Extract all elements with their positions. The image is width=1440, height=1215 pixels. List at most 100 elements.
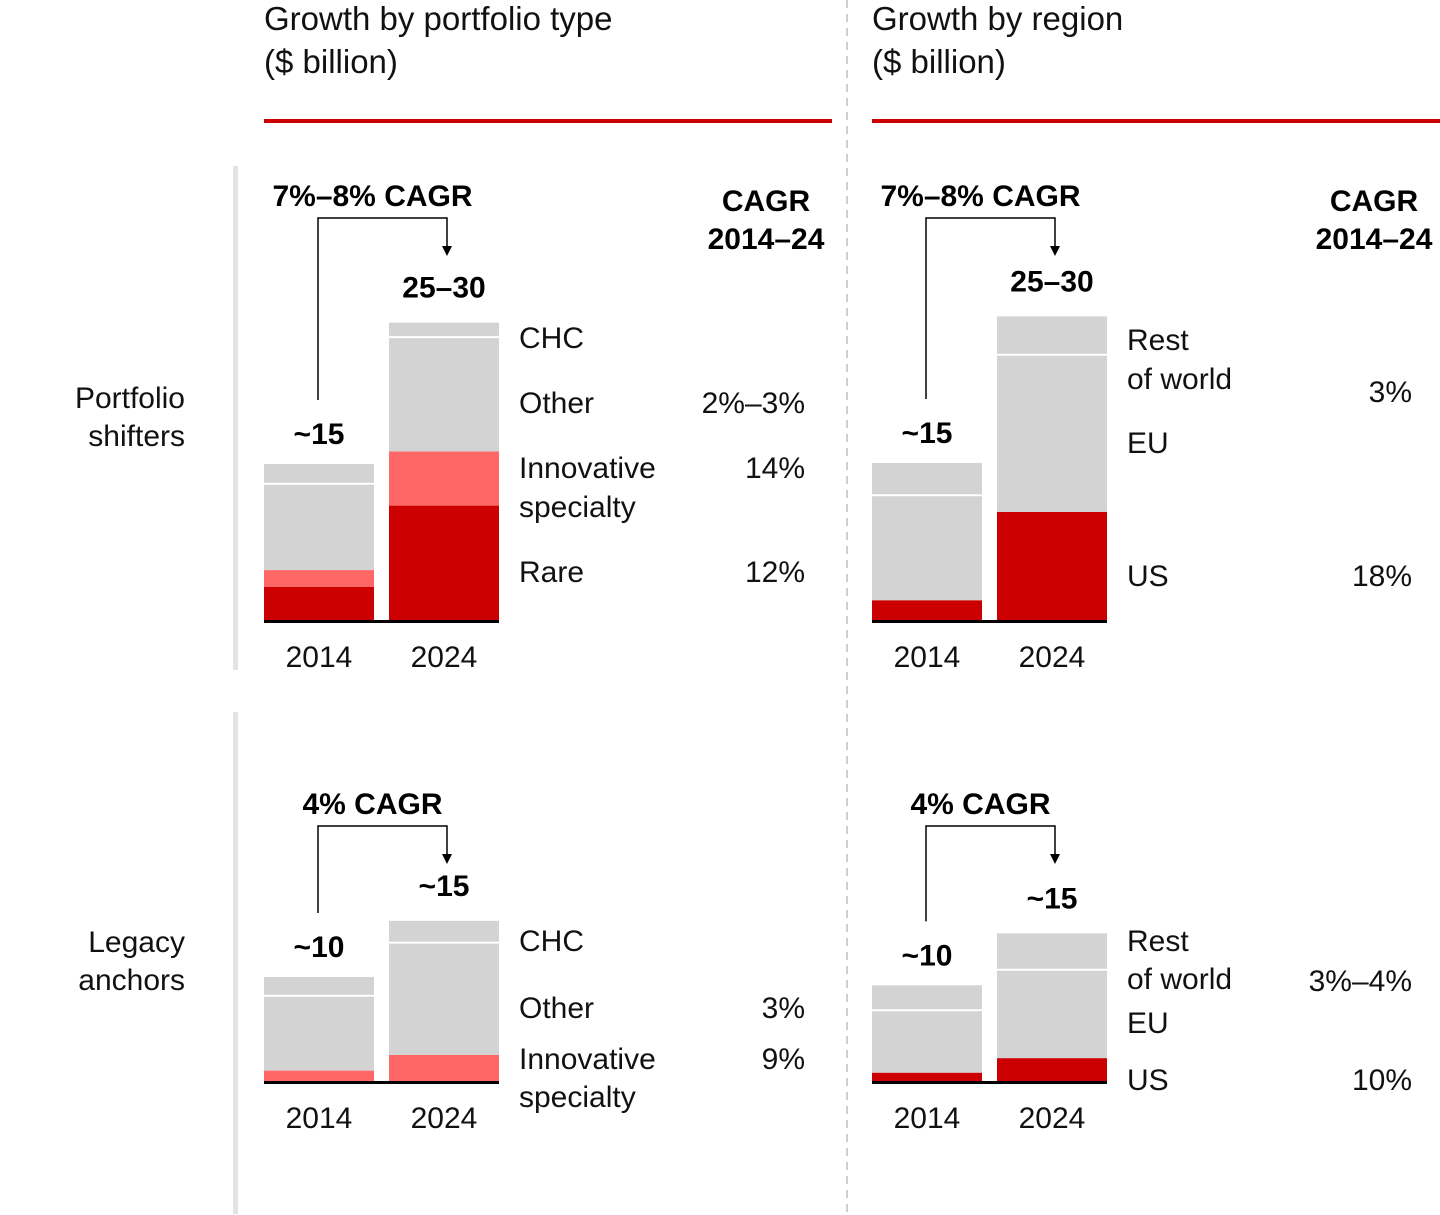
cagr-value: 10%: [1352, 1064, 1412, 1097]
total-label: ~10: [294, 931, 345, 964]
bar-segment-us: [872, 600, 982, 620]
baseline: [872, 1081, 1107, 1084]
cagr-header: 2014–24: [1316, 223, 1433, 256]
total-label: ~15: [294, 418, 345, 451]
arrow-head-icon: [442, 246, 452, 256]
total-label: 25–30: [1010, 265, 1093, 298]
baseline: [872, 620, 1107, 623]
legend-label: Innovative: [519, 1043, 656, 1076]
title-rule: [872, 119, 1440, 123]
row-bracket: [233, 712, 238, 1214]
cagr-value: 3%–4%: [1309, 965, 1412, 998]
legend-label: CHC: [519, 322, 584, 355]
cagr-value: 18%: [1352, 560, 1412, 593]
legend-label: EU: [1127, 427, 1169, 460]
row-label: shifters: [88, 420, 185, 453]
cagr-header: 2014–24: [708, 223, 825, 256]
bar-segment-innovative-specialty: [389, 451, 499, 506]
legend-label: specialty: [519, 1081, 636, 1114]
bar-segment-other: [389, 942, 499, 1055]
growth-label: 4% CAGR: [910, 788, 1050, 821]
bar-segment-rest-of-world: [872, 985, 982, 1011]
bar-segment-chc: [264, 977, 374, 996]
bar-segment-innovative-specialty: [264, 570, 374, 587]
total-label: ~15: [1027, 882, 1078, 915]
x-tick-label: 2024: [1019, 1102, 1086, 1135]
x-tick-label: 2024: [1019, 641, 1086, 674]
bar-segment-rare: [264, 586, 374, 620]
cagr-value: 12%: [745, 556, 805, 589]
arrow-head-icon: [1050, 854, 1060, 864]
growth-label: 7%–8% CAGR: [272, 180, 472, 213]
cagr-value: 3%: [1369, 376, 1412, 409]
bar-segment-chc: [264, 464, 374, 484]
bar-segment-eu: [997, 354, 1107, 512]
bar-segment-innovative-specialty: [389, 1055, 499, 1081]
bar-segment-eu: [872, 495, 982, 601]
total-label: ~10: [902, 939, 953, 972]
legend-label: Rest: [1127, 925, 1189, 958]
legend-label: Rest: [1127, 324, 1189, 357]
cagr-header: CAGR: [722, 185, 811, 218]
row-bracket: [233, 166, 238, 670]
legend-label: US: [1127, 560, 1169, 593]
bar-segment-us: [997, 511, 1107, 620]
total-label: 25–30: [402, 272, 485, 305]
bar-segment-chc: [389, 322, 499, 338]
growth-label: 4% CAGR: [302, 788, 442, 821]
legend-label: Innovative: [519, 452, 656, 485]
panel-title: Growth by portfolio type: [264, 0, 613, 37]
bar-segment-eu: [872, 1010, 982, 1073]
growth-bracket: [317, 217, 448, 400]
legend-label: Rare: [519, 556, 584, 589]
total-label: ~15: [419, 870, 470, 903]
x-tick-label: 2014: [894, 1102, 961, 1135]
baseline: [264, 1081, 499, 1084]
growth-label: 7%–8% CAGR: [880, 180, 1080, 213]
growth-bracket: [925, 217, 1056, 399]
bar-segment-other: [264, 995, 374, 1071]
bar-segment-rest-of-world: [872, 462, 982, 496]
legend-label: CHC: [519, 925, 584, 958]
bar-segment-other: [389, 337, 499, 452]
title-rule: [264, 119, 832, 123]
bar-segment-rest-of-world: [997, 316, 1107, 355]
bar-segment-innovative-specialty: [264, 1070, 374, 1081]
legend-label: EU: [1127, 1007, 1169, 1040]
row-label: Legacy: [88, 926, 185, 959]
cagr-header: CAGR: [1330, 185, 1419, 218]
legend-label: of world: [1127, 363, 1232, 396]
growth-bracket: [925, 825, 1056, 922]
panel-title: Growth by region: [872, 0, 1123, 37]
cagr-value: 9%: [762, 1043, 805, 1076]
bar-segment-rest-of-world: [997, 933, 1107, 970]
bar-segment-chc: [389, 920, 499, 943]
panel-subtitle: ($ billion): [264, 43, 398, 80]
cagr-value: 2%–3%: [702, 387, 805, 420]
x-tick-label: 2024: [411, 1102, 478, 1135]
baseline: [264, 620, 499, 623]
bar-segment-us: [872, 1072, 982, 1081]
legend-label: Other: [519, 992, 594, 1025]
legend-label: Other: [519, 387, 594, 420]
row-label: Portfolio: [75, 382, 185, 415]
total-label: ~15: [902, 417, 953, 450]
cagr-value: 3%: [762, 992, 805, 1025]
panel-subtitle: ($ billion): [872, 43, 1006, 80]
row-label: anchors: [78, 964, 185, 997]
arrow-head-icon: [1050, 246, 1060, 256]
bar-segment-rare: [389, 505, 499, 620]
legend-label: US: [1127, 1064, 1169, 1097]
legend-label: of world: [1127, 963, 1232, 996]
x-tick-label: 2014: [286, 1102, 353, 1135]
growth-bracket: [317, 825, 448, 913]
legend-label: specialty: [519, 491, 636, 524]
cagr-value: 14%: [745, 452, 805, 485]
x-tick-label: 2014: [894, 641, 961, 674]
x-tick-label: 2014: [286, 641, 353, 674]
bar-segment-other: [264, 483, 374, 571]
bar-segment-us: [997, 1058, 1107, 1081]
bar-segment-eu: [997, 969, 1107, 1059]
arrow-head-icon: [442, 854, 452, 864]
